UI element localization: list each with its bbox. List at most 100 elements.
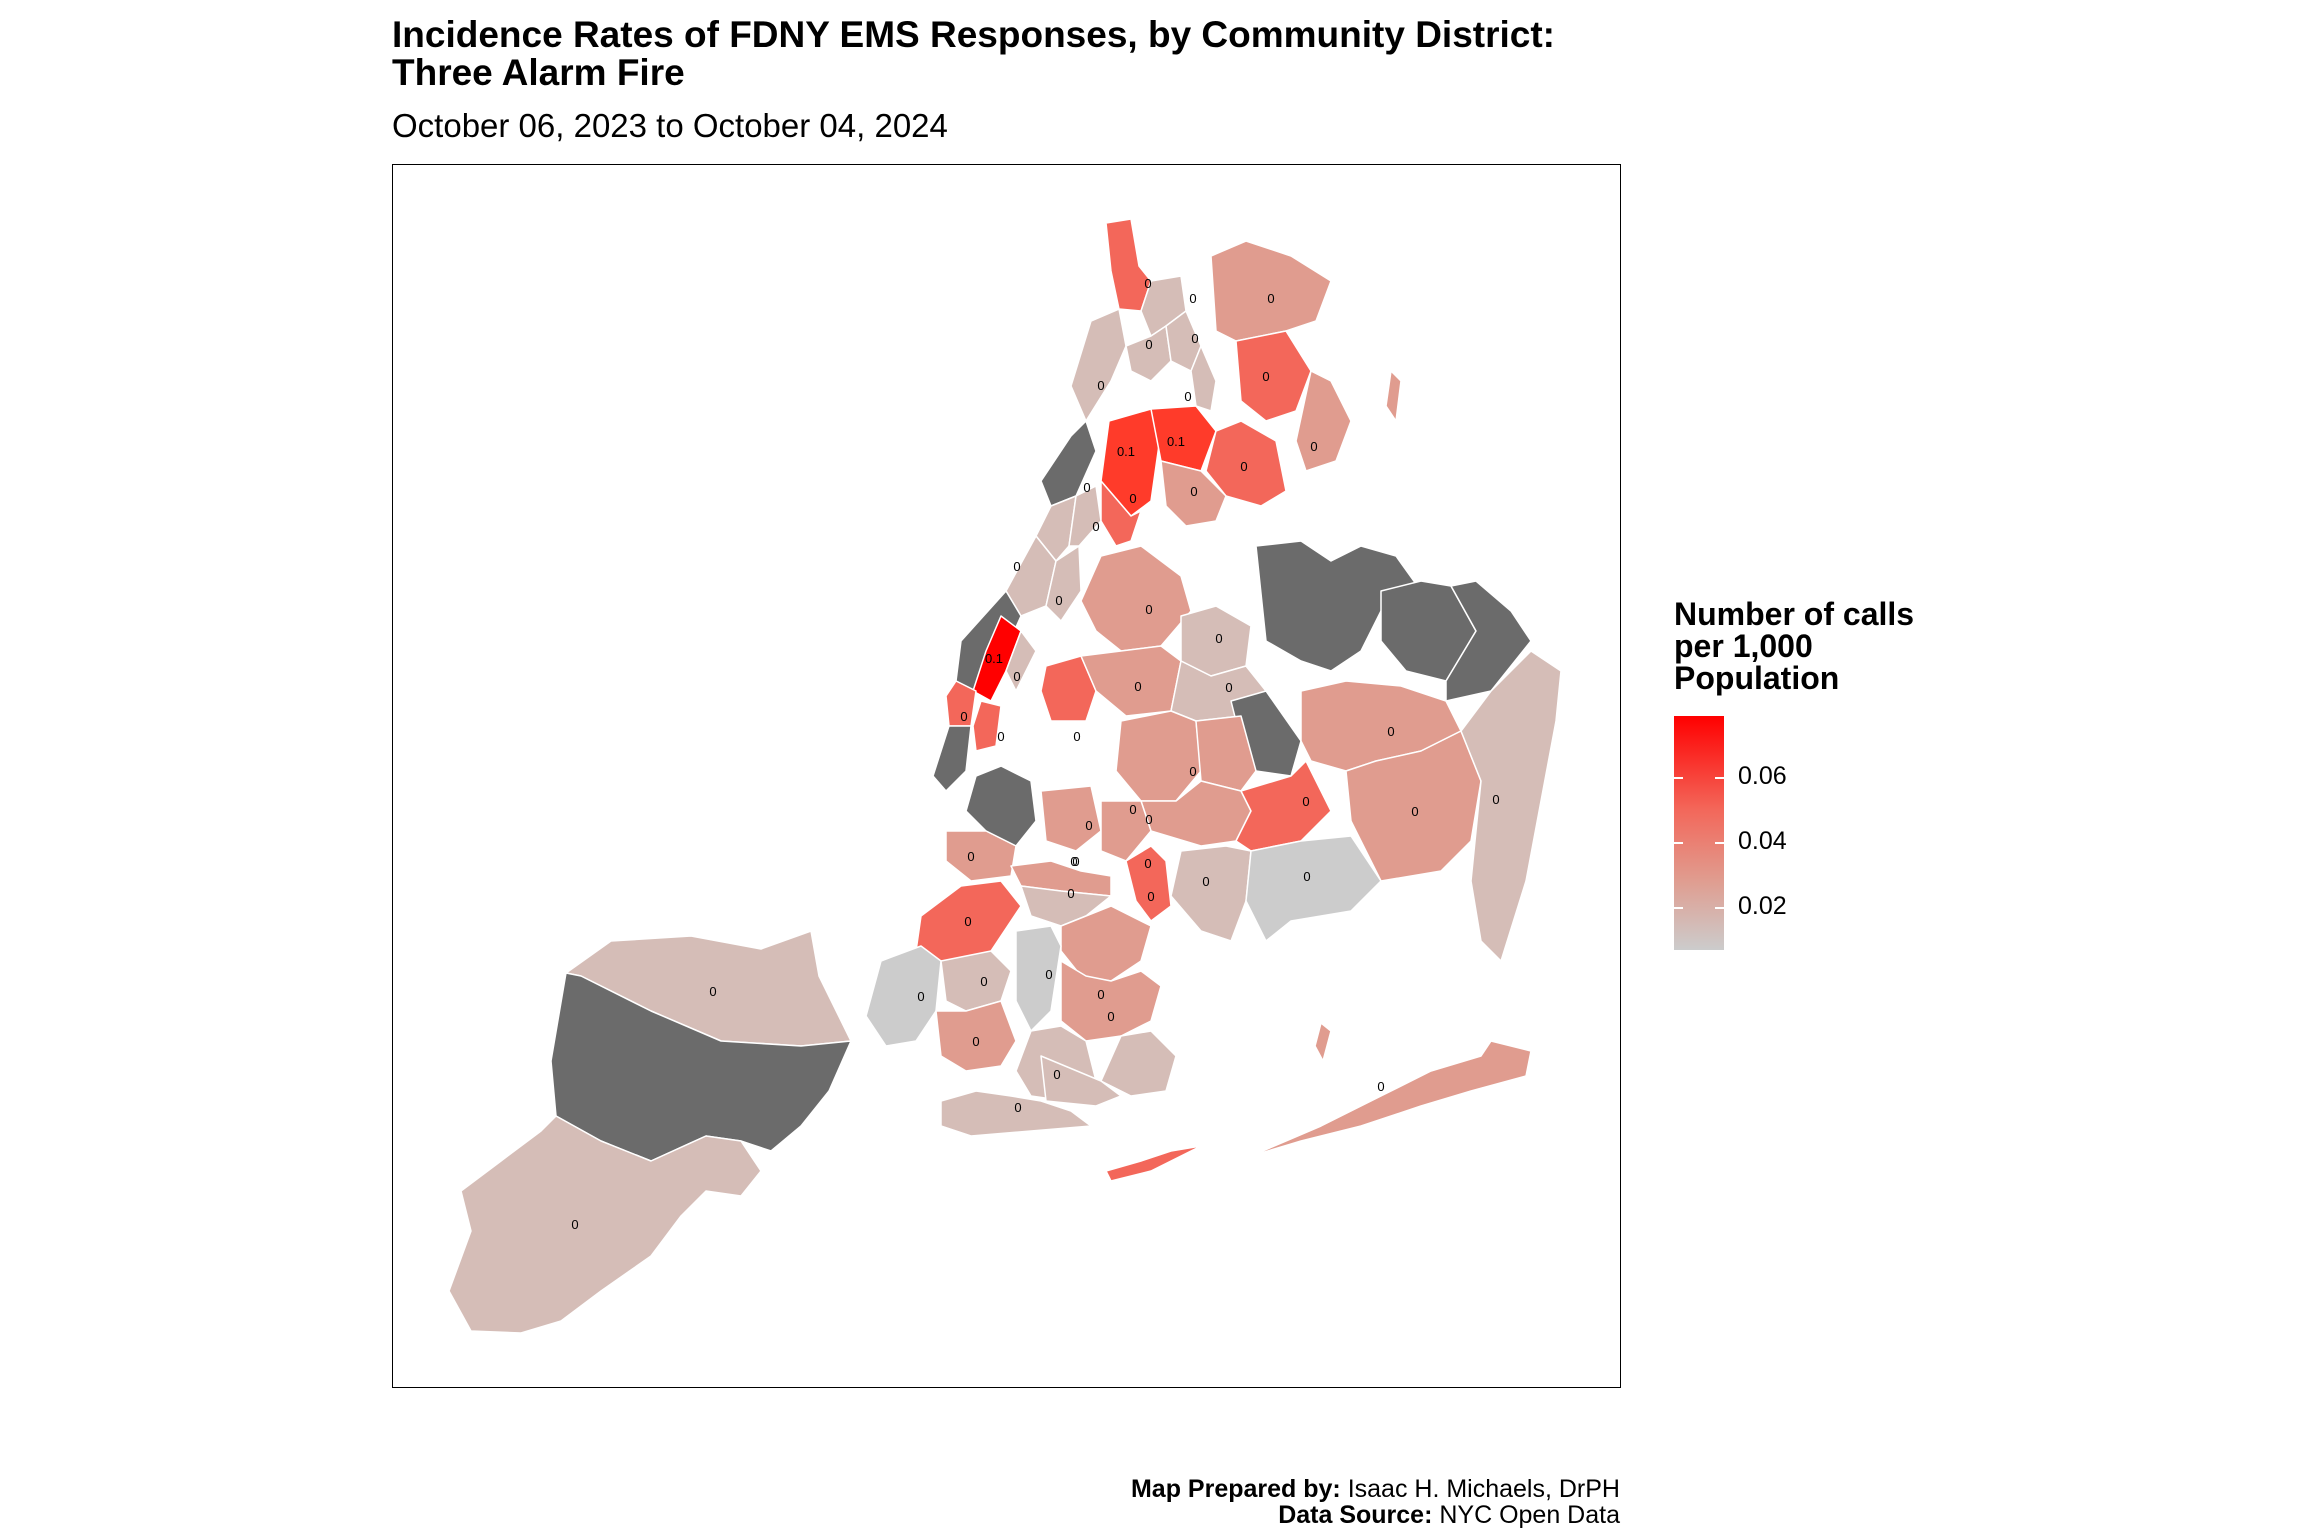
district-qn-ridgewood [1115,710,1202,802]
label-qn-fresh-meadows: 0 [1387,724,1394,739]
caption-line-2: Data Source: NYC Open Data [1131,1502,1620,1528]
district-qn-jamaica [1245,835,1382,942]
label-bk-borough-park: 0 [980,974,987,989]
label-bk-sheepshead: 0 [1053,1067,1060,1082]
district-bk-brooklyn-heights [945,830,1017,882]
label-bx-riverdale: 0 [1144,276,1151,291]
district-bx-fordham [1125,325,1172,382]
label-bk-east-ny: 0 [1144,856,1151,871]
district-qn-queens-village [1345,730,1482,882]
legend-tick-mark [1715,907,1724,909]
label-qn-sunnyside: 0 [1134,679,1141,694]
label-qn-kew-gardens: 0 [1302,794,1309,809]
label-bx-co-op-city: 0 [1310,439,1317,454]
label-qn-rosedale: 0 [1492,792,1499,807]
caption-source-value: NYC Open Data [1432,1501,1620,1529]
district-qn-maspeth [1195,715,1257,792]
district-bk-bushwick [1100,800,1152,862]
district-bk-bensonhurst [935,1000,1017,1072]
district-bx-hunts-point [1160,460,1227,527]
district-bk-east-ny [1125,845,1172,922]
label-si-south: 0 [571,1217,578,1232]
legend-title-line-2: per 1,000 [1674,628,1813,664]
label-qn-astoria: 0 [1145,602,1152,617]
district-mn-east-village [972,700,1002,752]
label-bk-crown-heights: 0 [1072,854,1079,869]
district-bx-mott-haven [1100,480,1142,547]
district-bx-belmont [1190,345,1217,412]
district-bk-marine-park [1040,1055,1122,1107]
label-mn-inwood: 0 [1097,378,1104,393]
legend-tick-label: 0.04 [1738,827,1787,855]
label-mn-harlem: 0 [1083,480,1090,495]
district-bk-williamsburg [1040,785,1102,852]
district-mn-harlem-central [1035,495,1077,562]
label-qn-south-ozone: 0 [1202,874,1209,889]
label-bx-fordham: 0 [1145,337,1152,352]
label-bk-east-flatbush: 0 [1147,889,1154,904]
label-bx-highbridge: 0 [1129,491,1136,506]
label-bx-parkchester: 0 [1240,459,1247,474]
legend-tick-mark [1715,777,1724,779]
district-mn-upper-west [1005,535,1057,617]
district-qn-rockaway [1250,1040,1532,1157]
label-qn-rockaway: 0 [1377,1079,1384,1094]
district-mn-east-harlem [1068,485,1102,547]
legend-title-line-3: Population [1674,660,1840,696]
district-bk-midwood [1015,925,1062,1032]
label-bk-flatlands: 0 [1097,987,1104,1002]
label-mn-east-village: 0 [997,729,1004,744]
label-bk-bed-stuy: 0 [1145,812,1152,827]
district-bk-crown-heights [1060,905,1152,982]
label-bx-hunts-point: 0 [1190,484,1197,499]
map-title: Incidence Rates of FDNY EMS Responses, b… [392,16,1555,92]
label-bx-bedford: 0 [1184,389,1191,404]
map-subtitle: October 06, 2023 to October 04, 2024 [392,107,948,144]
district-bx-wakefield [1210,240,1332,342]
district-qn-breezy-point [1105,1145,1202,1182]
district-bx-co-op-city [1295,370,1352,472]
label-bk-bensonhurst: 0 [972,1034,979,1049]
legend-tick-mark [1674,907,1683,909]
legend-tick-mark [1715,842,1724,844]
label-mn-east-harlem: 0 [1092,519,1099,534]
district-bk-bay-ridge [865,945,942,1047]
district-qn-astoria [1080,545,1192,652]
legend-color-bar [1674,716,1724,950]
legend-tick-mark [1674,777,1683,779]
label-bk-sunset-park: 0 [964,914,971,929]
label-bk-brooklyn-heights: 0 [967,849,974,864]
district-bx-williamsbridge [1235,330,1312,422]
district-bx-crotona [1150,405,1217,472]
district-mn-lower [932,725,972,792]
district-mn-inwood [1070,308,1127,422]
nyc-community-district-map: 0 0 0 0 0 0 0 0 0 0.1 0.1 0 0 0 0 0 0 0 … [448,218,1562,1334]
district-mn-upper-east [1045,545,1082,622]
label-mn-upper-west: 0 [1013,559,1020,574]
district-qn-broad-channel [1314,1022,1332,1062]
caption-prepared-by-label: Map Prepared by: [1130,1475,1341,1503]
legend-tick-label: 0.06 [1738,762,1787,790]
district-bx-riverdale [1105,218,1152,312]
label-qn-queens-village: 0 [1411,804,1418,819]
label-bx-crotona: 0.1 [1167,434,1185,449]
label-bk-coney-island: 0 [1014,1100,1021,1115]
legend-tick-label: 0.02 [1738,892,1787,920]
legend-title: Number of calls per 1,000 Population [1674,598,1974,694]
label-bk-bushwick: 0 [1129,802,1136,817]
label-qn-jackson-heights: 0 [1215,631,1222,646]
title-line-2: Three Alarm Fire [392,52,685,93]
title-line-1: Incidence Rates of FDNY EMS Responses, b… [392,14,1556,55]
label-bx-williamsbridge: 0 [1262,369,1269,384]
district-value-labels: 0 0 0 0 0 0 0 0 0 0.1 0.1 0 0 0 0 0 0 0 … [571,276,1499,1232]
caption-source-label: Data Source: [1278,1501,1433,1529]
label-bx-belmont: 0 [1191,331,1198,346]
label-qn-elmhurst: 0 [1225,680,1232,695]
district-qn-south-ozone [1170,845,1252,942]
label-bk-bay-ridge: 0 [917,989,924,1004]
district-si-south [448,1115,762,1334]
label-bk-midwood: 0 [1045,967,1052,982]
label-bk-canarsie: 0 [1107,1009,1114,1024]
label-qn-jamaica: 0 [1303,869,1310,884]
district-bk-greenpoint [965,765,1037,847]
